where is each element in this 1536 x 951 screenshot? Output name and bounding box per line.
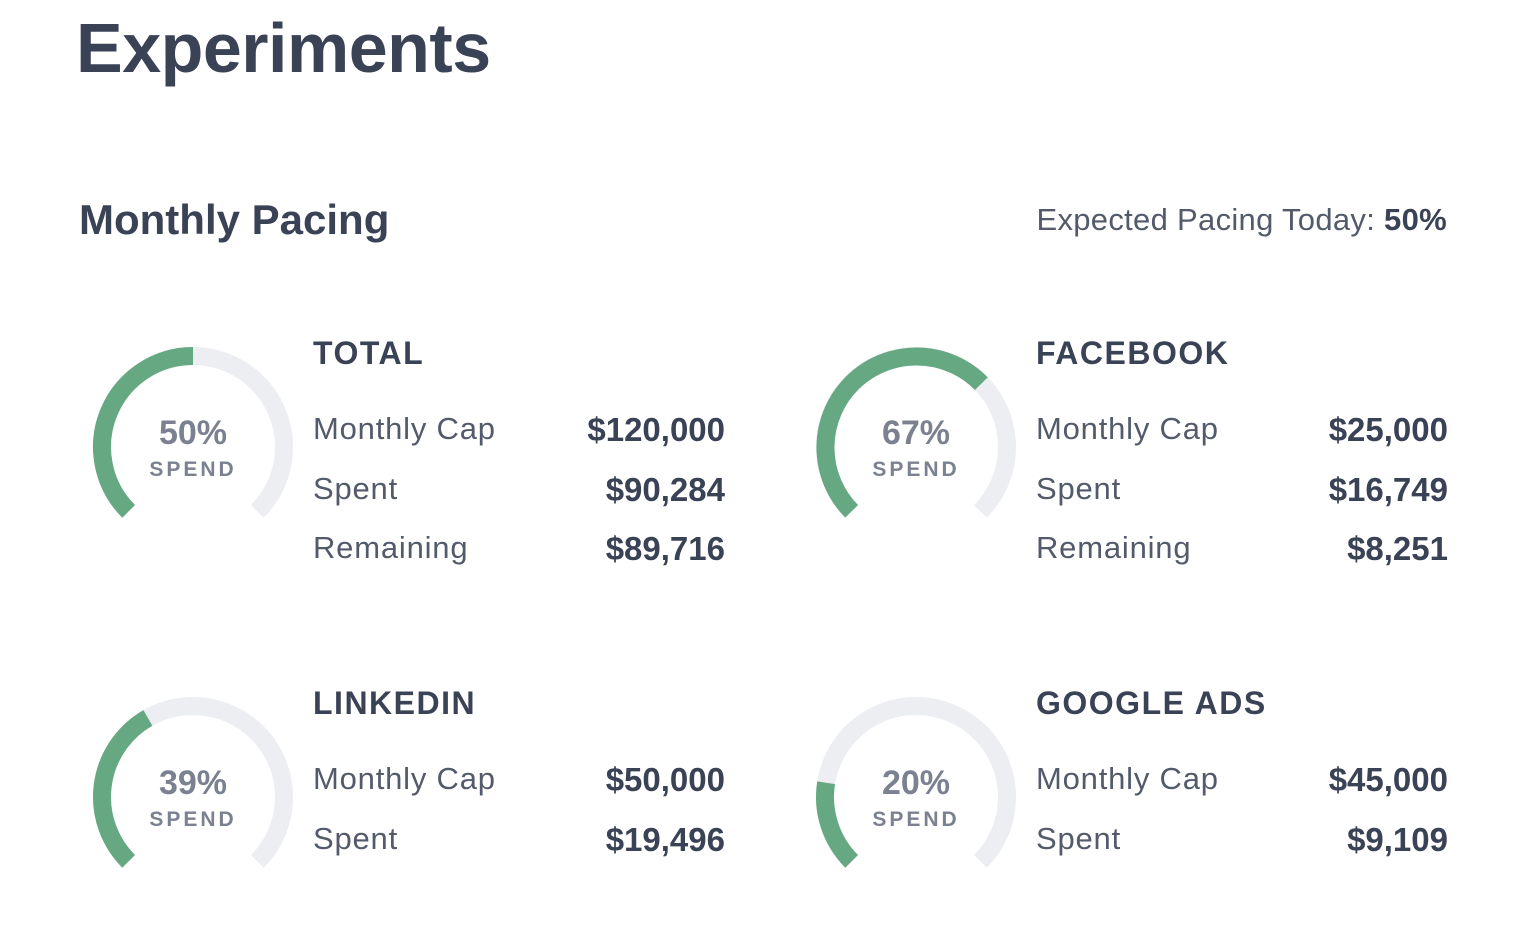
monthly-cap-label: Monthly Cap (1036, 761, 1219, 796)
spent-label: Spent (1036, 821, 1122, 856)
gauge-fill (93, 710, 153, 868)
card-title: GOOGLE ADS (1036, 685, 1267, 721)
gauge-percent: 20% (881, 764, 951, 802)
spend-gauge: 50% SPEND (83, 341, 303, 561)
gauge-ring (816, 697, 1016, 868)
pacing-card-facebook[interactable]: 67% SPEND FACEBOOK Monthly Cap $25,000 S… (806, 335, 1486, 601)
spent-value: $9,109 (1347, 821, 1448, 858)
page-title: Experiments (76, 9, 491, 87)
spend-gauge: 67% SPEND (806, 341, 1026, 561)
monthly-cap-value: $25,000 (1328, 411, 1448, 448)
monthly-cap-label: Monthly Cap (313, 761, 496, 796)
remaining-value: $8,251 (1347, 530, 1448, 567)
gauge-ring (93, 347, 293, 518)
card-title: TOTAL (313, 335, 425, 371)
spent-label: Spent (1036, 471, 1122, 506)
expected-pacing-label: Expected Pacing Today: (1036, 202, 1376, 237)
monthly-cap-value: $50,000 (605, 761, 725, 798)
gauge-fill (93, 347, 194, 518)
monthly-cap-label: Monthly Cap (1036, 411, 1219, 446)
spent-value: $16,749 (1328, 471, 1448, 508)
remaining-value: $89,716 (605, 530, 725, 567)
gauge-percent: 39% (158, 764, 228, 802)
monthly-cap-value: $45,000 (1328, 761, 1448, 798)
remaining-label: Remaining (1036, 530, 1192, 565)
spend-gauge: 20% SPEND (806, 691, 1026, 911)
gauge-spend-label: SPEND (872, 458, 960, 481)
gauge-ring (93, 697, 293, 868)
gauge-fill (816, 781, 859, 868)
spent-value: $90,284 (605, 471, 725, 508)
gauge-spend-label: SPEND (872, 808, 960, 831)
pacing-card-linkedin[interactable]: 39% SPEND LINKEDIN Monthly Cap $50,000 S… (83, 685, 763, 951)
card-title: FACEBOOK (1036, 335, 1230, 371)
pacing-card-google-ads[interactable]: 20% SPEND GOOGLE ADS Monthly Cap $45,000… (806, 685, 1486, 951)
gauge-spend-label: SPEND (149, 808, 237, 831)
spent-value: $19,496 (605, 821, 725, 858)
spend-gauge: 39% SPEND (83, 691, 303, 911)
spent-label: Spent (313, 821, 399, 856)
pacing-card-total[interactable]: 50% SPEND TOTAL Monthly Cap $120,000 Spe… (83, 335, 763, 601)
spent-label: Spent (313, 471, 399, 506)
gauge-spend-label: SPEND (149, 458, 237, 481)
expected-pacing: Expected Pacing Today: 50% (1036, 202, 1447, 238)
gauge-fill (816, 347, 988, 518)
gauge-ring (816, 347, 1016, 518)
gauge-percent: 67% (881, 414, 951, 452)
gauge-percent: 50% (158, 414, 228, 452)
monthly-cap-value: $120,000 (587, 411, 725, 448)
monthly-cap-label: Monthly Cap (313, 411, 496, 446)
card-title: LINKEDIN (313, 685, 477, 721)
section-title-monthly-pacing: Monthly Pacing (79, 196, 390, 243)
remaining-label: Remaining (313, 530, 469, 565)
expected-pacing-value: 50% (1384, 202, 1447, 237)
